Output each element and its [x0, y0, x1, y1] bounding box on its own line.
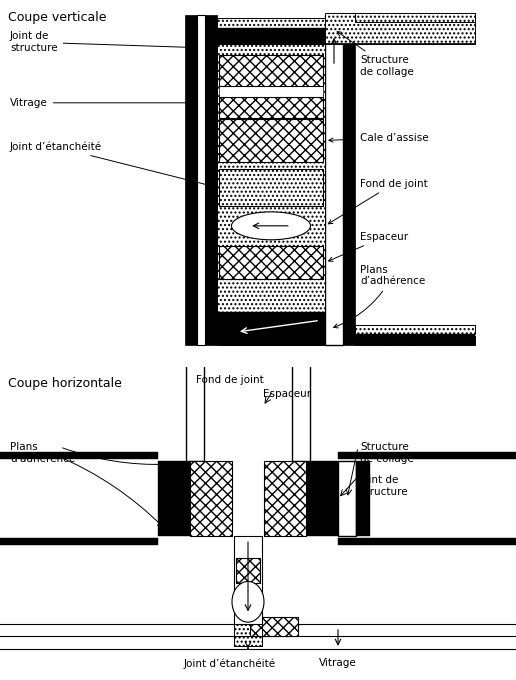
- Bar: [355, 336, 475, 345]
- Bar: [338, 538, 516, 545]
- Bar: [219, 169, 323, 205]
- Ellipse shape: [232, 581, 264, 622]
- Text: Joint d’étanchéité: Joint d’étanchéité: [184, 658, 276, 668]
- Ellipse shape: [232, 212, 311, 240]
- Bar: [219, 246, 323, 279]
- Bar: [236, 558, 260, 583]
- Bar: [219, 97, 323, 118]
- Bar: [234, 624, 262, 645]
- Bar: [355, 325, 475, 334]
- Bar: [338, 461, 356, 536]
- Bar: [355, 22, 475, 44]
- Text: Coupe horizontale: Coupe horizontale: [8, 377, 122, 390]
- Bar: [217, 28, 325, 44]
- Text: Joint de
structure: Joint de structure: [10, 31, 197, 53]
- Bar: [219, 55, 323, 86]
- Bar: [234, 624, 262, 645]
- Bar: [264, 461, 306, 536]
- Bar: [185, 15, 197, 345]
- Bar: [343, 15, 355, 345]
- Text: Plans
d’adhérence: Plans d’adhérence: [334, 265, 425, 328]
- Bar: [0, 452, 158, 460]
- Text: Coupe verticale: Coupe verticale: [8, 11, 106, 24]
- Bar: [217, 18, 325, 27]
- Text: Joint d’étanchéité: Joint d’étanchéité: [10, 141, 213, 187]
- Bar: [306, 461, 338, 536]
- Text: Fond de joint: Fond de joint: [328, 179, 428, 224]
- Bar: [234, 536, 262, 624]
- Bar: [205, 15, 217, 345]
- Bar: [217, 312, 325, 345]
- Bar: [190, 461, 232, 536]
- Text: Structure
de collage: Structure de collage: [360, 442, 414, 464]
- Bar: [356, 461, 370, 536]
- Bar: [355, 13, 475, 22]
- Bar: [219, 169, 323, 205]
- Text: Fond de joint: Fond de joint: [196, 375, 264, 385]
- Bar: [219, 86, 323, 97]
- Text: Espaceur: Espaceur: [329, 232, 408, 261]
- Bar: [197, 15, 205, 345]
- Text: Joint de
structure: Joint de structure: [360, 475, 408, 496]
- Text: Plans
d’adhérence: Plans d’adhérence: [10, 442, 75, 464]
- Bar: [217, 44, 325, 345]
- Text: Vitrage: Vitrage: [10, 98, 197, 108]
- Bar: [217, 44, 325, 345]
- Bar: [355, 334, 475, 345]
- Text: Cale d’assise: Cale d’assise: [329, 133, 429, 143]
- Text: Structure
de collage: Structure de collage: [337, 31, 414, 77]
- Bar: [325, 13, 475, 44]
- Bar: [186, 352, 204, 461]
- Bar: [217, 28, 325, 44]
- Bar: [0, 538, 158, 545]
- Bar: [158, 461, 190, 536]
- Bar: [338, 452, 516, 460]
- Text: Vitrage: Vitrage: [319, 658, 357, 668]
- Bar: [219, 120, 323, 162]
- Bar: [325, 15, 343, 345]
- Bar: [292, 352, 310, 461]
- Bar: [250, 617, 298, 636]
- Text: Espaceur: Espaceur: [263, 389, 311, 399]
